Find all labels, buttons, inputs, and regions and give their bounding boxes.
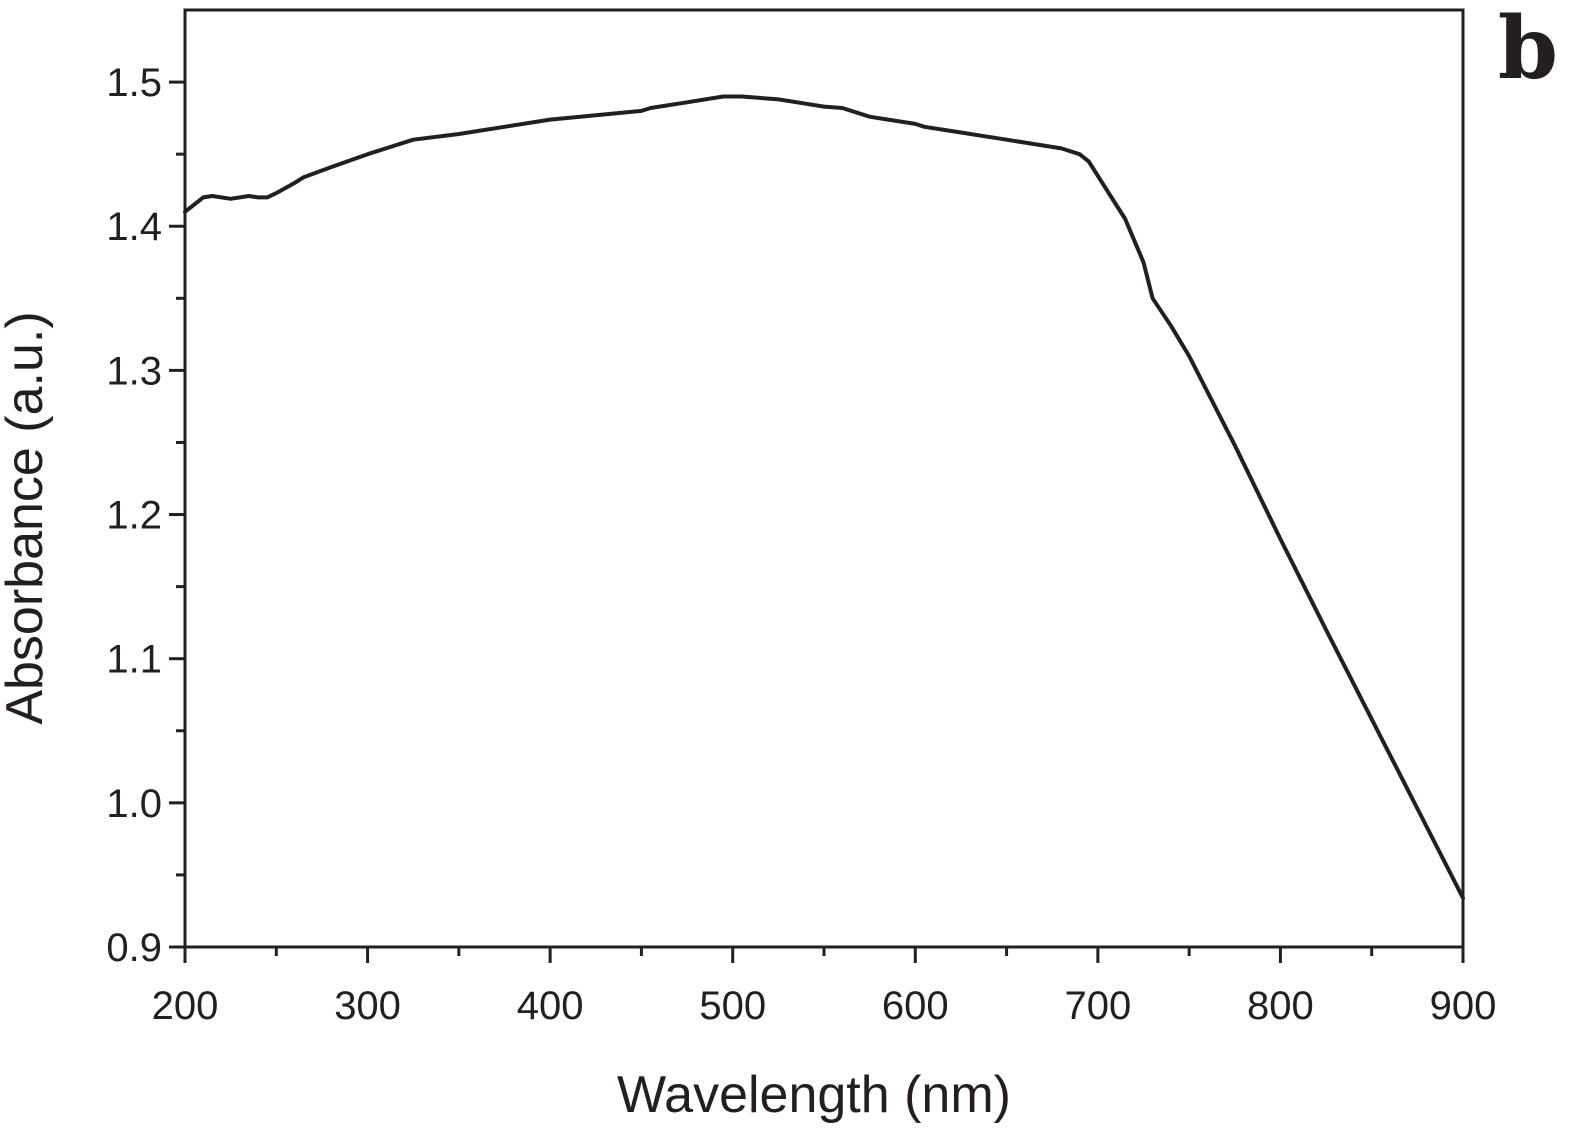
x-tick-label: 200 — [152, 984, 219, 1028]
x-tick-label: 900 — [1430, 984, 1497, 1028]
y-tick-label: 1.3 — [106, 349, 162, 393]
y-tick-label: 1.0 — [106, 782, 162, 826]
y-tick-label: 0.9 — [106, 926, 162, 970]
y-tick-label: 1.1 — [106, 638, 162, 682]
y-tick-label: 1.4 — [106, 205, 162, 249]
y-axis-title: Absorbance (a.u.) — [0, 311, 54, 724]
y-tick-label: 1.2 — [106, 494, 162, 538]
y-tick-label: 1.5 — [106, 61, 162, 105]
panel-label: b — [1498, 0, 1558, 99]
axis-ticks — [169, 80, 1465, 963]
x-tick-label: 500 — [699, 984, 766, 1028]
absorbance-line — [183, 94, 1465, 900]
x-tick-label: 300 — [334, 984, 401, 1028]
tick-labels: 200 300 400 500 600 700 800 900 0.9 1.0 1.1 1.2 1.3 1… — [106, 61, 1496, 1028]
x-tick-label: 400 — [517, 984, 584, 1028]
x-tick-label: 600 — [882, 984, 949, 1028]
x-axis-title: Wavelength (nm) — [617, 1066, 1011, 1124]
x-tick-label: 700 — [1064, 984, 1131, 1028]
x-tick-label: 800 — [1247, 984, 1314, 1028]
